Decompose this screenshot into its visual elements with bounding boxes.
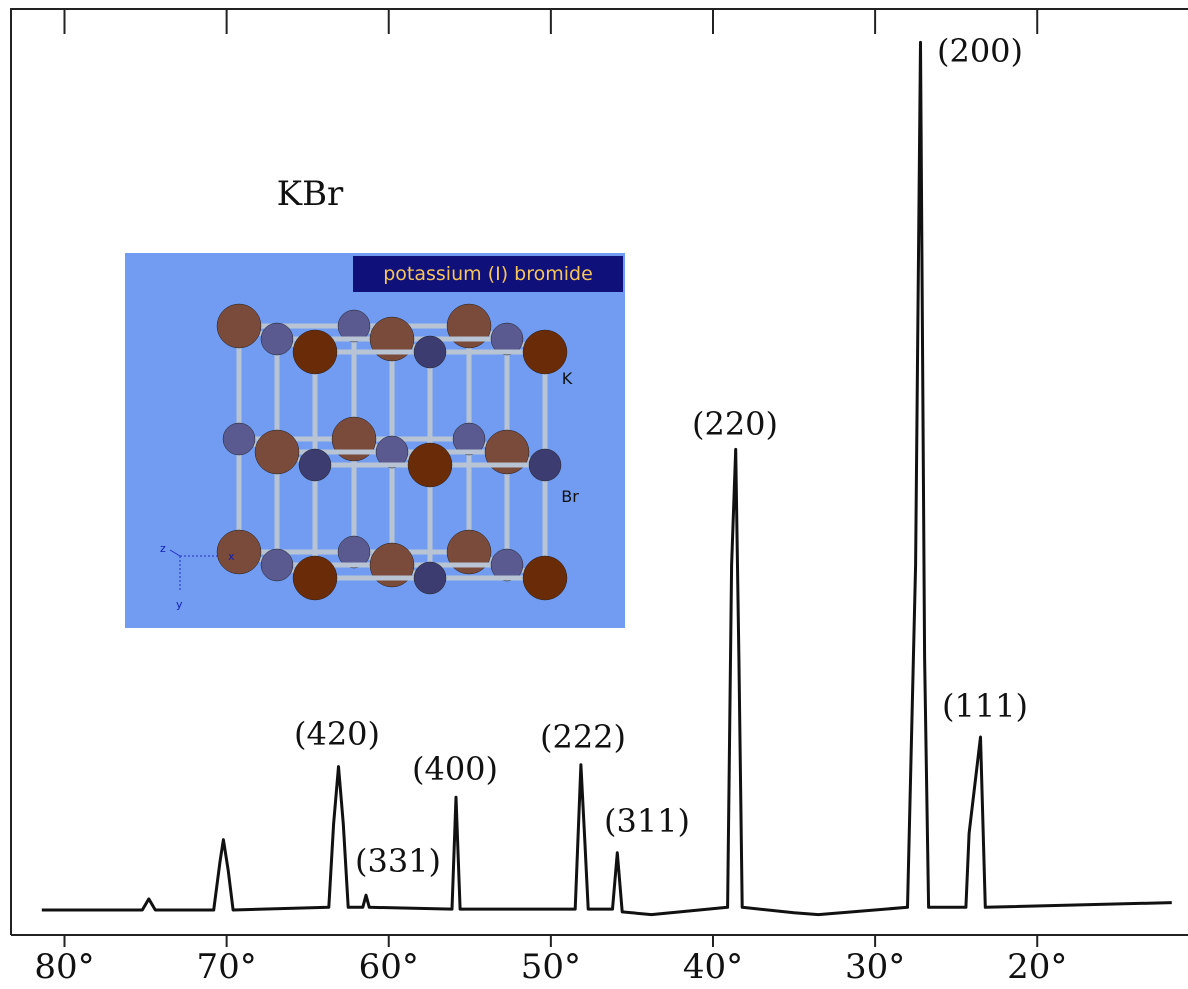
bromine-atom xyxy=(255,430,299,474)
peak-label: (200) xyxy=(937,32,1023,70)
inset-title: potassium (I) bromide xyxy=(383,263,593,285)
page: {"chart_data": {"type": "line", "title":… xyxy=(0,0,1188,989)
x-tick-label: 20° xyxy=(1007,947,1067,987)
bromine-atom xyxy=(293,330,337,374)
peak-label: (420) xyxy=(294,715,380,753)
x-tick-label: 50° xyxy=(521,947,581,987)
axis-label: z xyxy=(160,542,166,555)
chart: KBr potassium (I) bromide K Br x y z 80°… xyxy=(0,0,1188,989)
peak-label: (311) xyxy=(604,802,690,840)
x-tick-label: 40° xyxy=(683,947,743,987)
chart-title: KBr xyxy=(277,174,344,214)
peak-label: (220) xyxy=(692,405,778,443)
bromine-atom xyxy=(217,530,261,574)
potassium-atom xyxy=(261,323,293,355)
peak-label: (400) xyxy=(412,750,498,788)
axis-label: x xyxy=(228,550,235,563)
potassium-atom xyxy=(529,449,561,481)
peak-label: (111) xyxy=(942,687,1028,725)
atom-label: Br xyxy=(561,487,579,506)
x-tick-label: 80° xyxy=(34,947,94,987)
potassium-atom xyxy=(299,449,331,481)
peak-label: (222) xyxy=(540,718,626,756)
bromine-atom xyxy=(523,556,567,600)
potassium-atom xyxy=(414,562,446,594)
bromine-atom xyxy=(408,443,452,487)
potassium-atom xyxy=(261,549,293,581)
peak-label: (331) xyxy=(355,842,441,880)
potassium-atom xyxy=(223,423,255,455)
inset-structure: potassium (I) bromide K Br x y z xyxy=(125,253,625,628)
x-tick-label: 70° xyxy=(196,947,256,987)
x-tick-label: 60° xyxy=(359,947,419,987)
lattice xyxy=(217,304,567,600)
bromine-atom xyxy=(293,556,337,600)
axis-label: y xyxy=(176,598,183,611)
bromine-atom xyxy=(217,304,261,348)
x-tick-label: 30° xyxy=(845,947,905,987)
potassium-atom xyxy=(414,336,446,368)
atom-label: K xyxy=(562,369,573,388)
bromine-atom xyxy=(523,330,567,374)
